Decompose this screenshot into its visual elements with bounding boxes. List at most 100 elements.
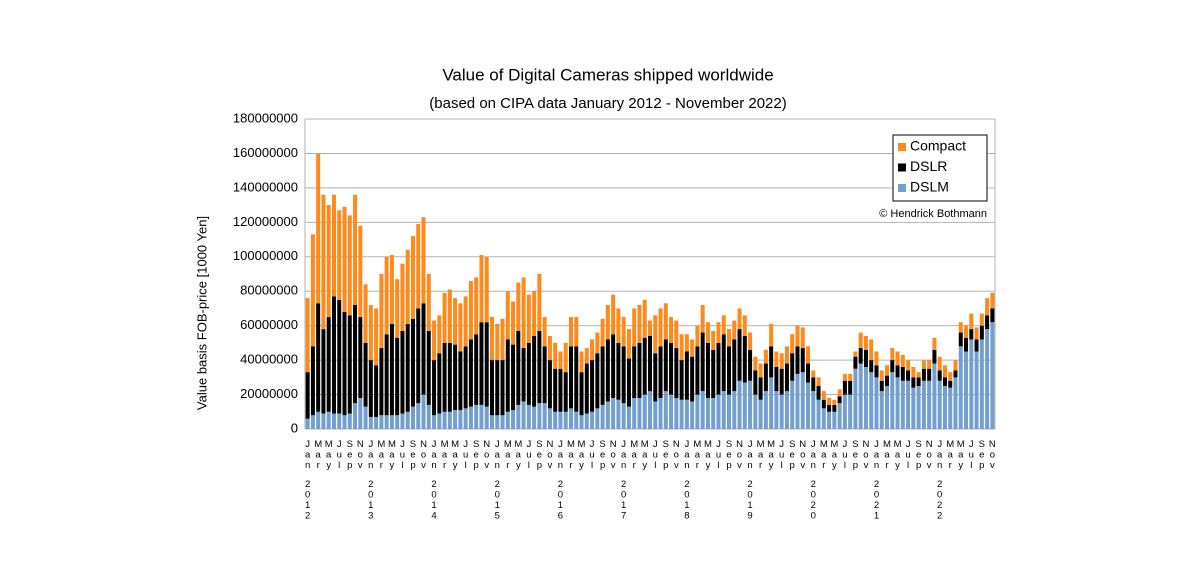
bar-segment xyxy=(911,367,916,378)
bar-segment xyxy=(700,332,705,392)
bar-segment xyxy=(974,351,979,429)
bar-segment xyxy=(953,370,958,378)
x-tick-label: Jul xyxy=(523,439,534,471)
x-tick-label: Sep xyxy=(471,439,482,471)
bar-segment xyxy=(442,411,447,429)
bar-segment xyxy=(379,415,384,429)
bar-segment xyxy=(479,404,484,429)
bar-segment xyxy=(669,342,674,395)
x-tick-label: May xyxy=(450,439,461,471)
bar-segment xyxy=(953,377,958,429)
bar-segment xyxy=(700,305,705,333)
bar-segment xyxy=(642,337,647,395)
chart-title: Value of Digital Cameras shipped worldwi… xyxy=(442,65,773,84)
bar-segment xyxy=(748,349,753,381)
bar-segment xyxy=(474,277,479,335)
x-tick-label: Jan xyxy=(302,439,313,471)
bar-segment xyxy=(921,360,926,369)
bar-segment xyxy=(553,411,558,429)
bar-segment xyxy=(568,346,573,409)
x-tick-label: Jan xyxy=(429,439,440,471)
bar-segment xyxy=(758,363,763,378)
bar-segment xyxy=(742,382,747,429)
bar-segment xyxy=(653,401,658,429)
bar-segment xyxy=(806,382,811,429)
bar-segment xyxy=(658,398,663,429)
x-tick-label: Mar xyxy=(439,439,450,471)
bar-segment xyxy=(632,308,637,347)
bar-segment xyxy=(669,317,674,343)
bar-segment xyxy=(511,410,516,429)
legend-box xyxy=(892,134,988,202)
bar-segment xyxy=(942,385,947,429)
chart-subtitle: (based on CIPA data January 2012 - Novem… xyxy=(429,95,786,112)
bar-segment xyxy=(942,377,947,386)
year-label: 2020 xyxy=(808,479,819,521)
bar-segment xyxy=(611,334,616,398)
bar-segment xyxy=(453,344,458,411)
bar-segment xyxy=(563,411,568,429)
bar-segment xyxy=(590,360,595,412)
bar-segment xyxy=(885,375,890,386)
bar-segment xyxy=(353,194,358,305)
bar-segment xyxy=(658,346,663,398)
bar-segment xyxy=(574,346,579,412)
x-tick-label: May xyxy=(323,439,334,471)
bar-segment xyxy=(621,403,626,429)
bar-segment xyxy=(621,317,626,347)
bar-segment xyxy=(816,385,821,400)
bar-segment xyxy=(784,363,789,392)
bar-segment xyxy=(568,408,573,429)
bar-segment xyxy=(832,404,837,412)
bar-segment xyxy=(537,403,542,429)
bar-segment xyxy=(616,342,621,400)
bar-segment xyxy=(626,406,631,429)
bar-segment xyxy=(700,391,705,429)
bar-segment xyxy=(584,363,589,414)
bar-segment xyxy=(821,399,826,409)
bar-segment xyxy=(869,372,874,429)
x-tick-label: Jan xyxy=(871,439,882,471)
x-tick-label: Jan xyxy=(745,439,756,471)
x-tick-label: Jul xyxy=(966,439,977,471)
bar-segment xyxy=(458,410,463,429)
bar-segment xyxy=(974,339,979,352)
bar-segment xyxy=(969,329,974,340)
x-tick-label: Mar xyxy=(755,439,766,471)
bar-segment xyxy=(468,339,473,407)
x-tick-label: Nov xyxy=(481,439,492,471)
bar-segment xyxy=(484,406,489,429)
bar-segment xyxy=(716,322,721,343)
bar-segment xyxy=(558,411,563,429)
bar-segment xyxy=(521,401,526,429)
bar-segment xyxy=(489,360,494,416)
bar-segment xyxy=(616,399,621,429)
x-tick-label: May xyxy=(829,439,840,471)
bar-segment xyxy=(837,403,842,429)
bar-segment xyxy=(310,234,315,347)
bar-segment xyxy=(316,411,321,429)
bar-segment xyxy=(405,411,410,429)
bar-segment xyxy=(532,406,537,429)
bar-segment xyxy=(632,398,637,429)
bar-segment xyxy=(410,406,415,429)
bar-segment xyxy=(921,368,926,381)
bar-segment xyxy=(458,351,463,411)
bar-segment xyxy=(816,377,821,386)
year-label: 2019 xyxy=(745,479,756,521)
bar-segment xyxy=(447,289,452,343)
bar-segment xyxy=(547,336,552,361)
x-tick-label: Jul xyxy=(713,439,724,471)
x-tick-label: Mar xyxy=(313,439,324,471)
bar-segment xyxy=(806,346,811,364)
bar-segment xyxy=(568,317,573,347)
bar-segment xyxy=(800,327,805,349)
bar-segment xyxy=(958,322,963,333)
bar-segment xyxy=(874,365,879,378)
bar-segment xyxy=(626,358,631,407)
bar-segment xyxy=(663,303,668,340)
bar-segment xyxy=(906,360,911,371)
bar-segment xyxy=(827,404,832,412)
bar-segment xyxy=(811,370,816,378)
bar-segment xyxy=(758,399,763,429)
